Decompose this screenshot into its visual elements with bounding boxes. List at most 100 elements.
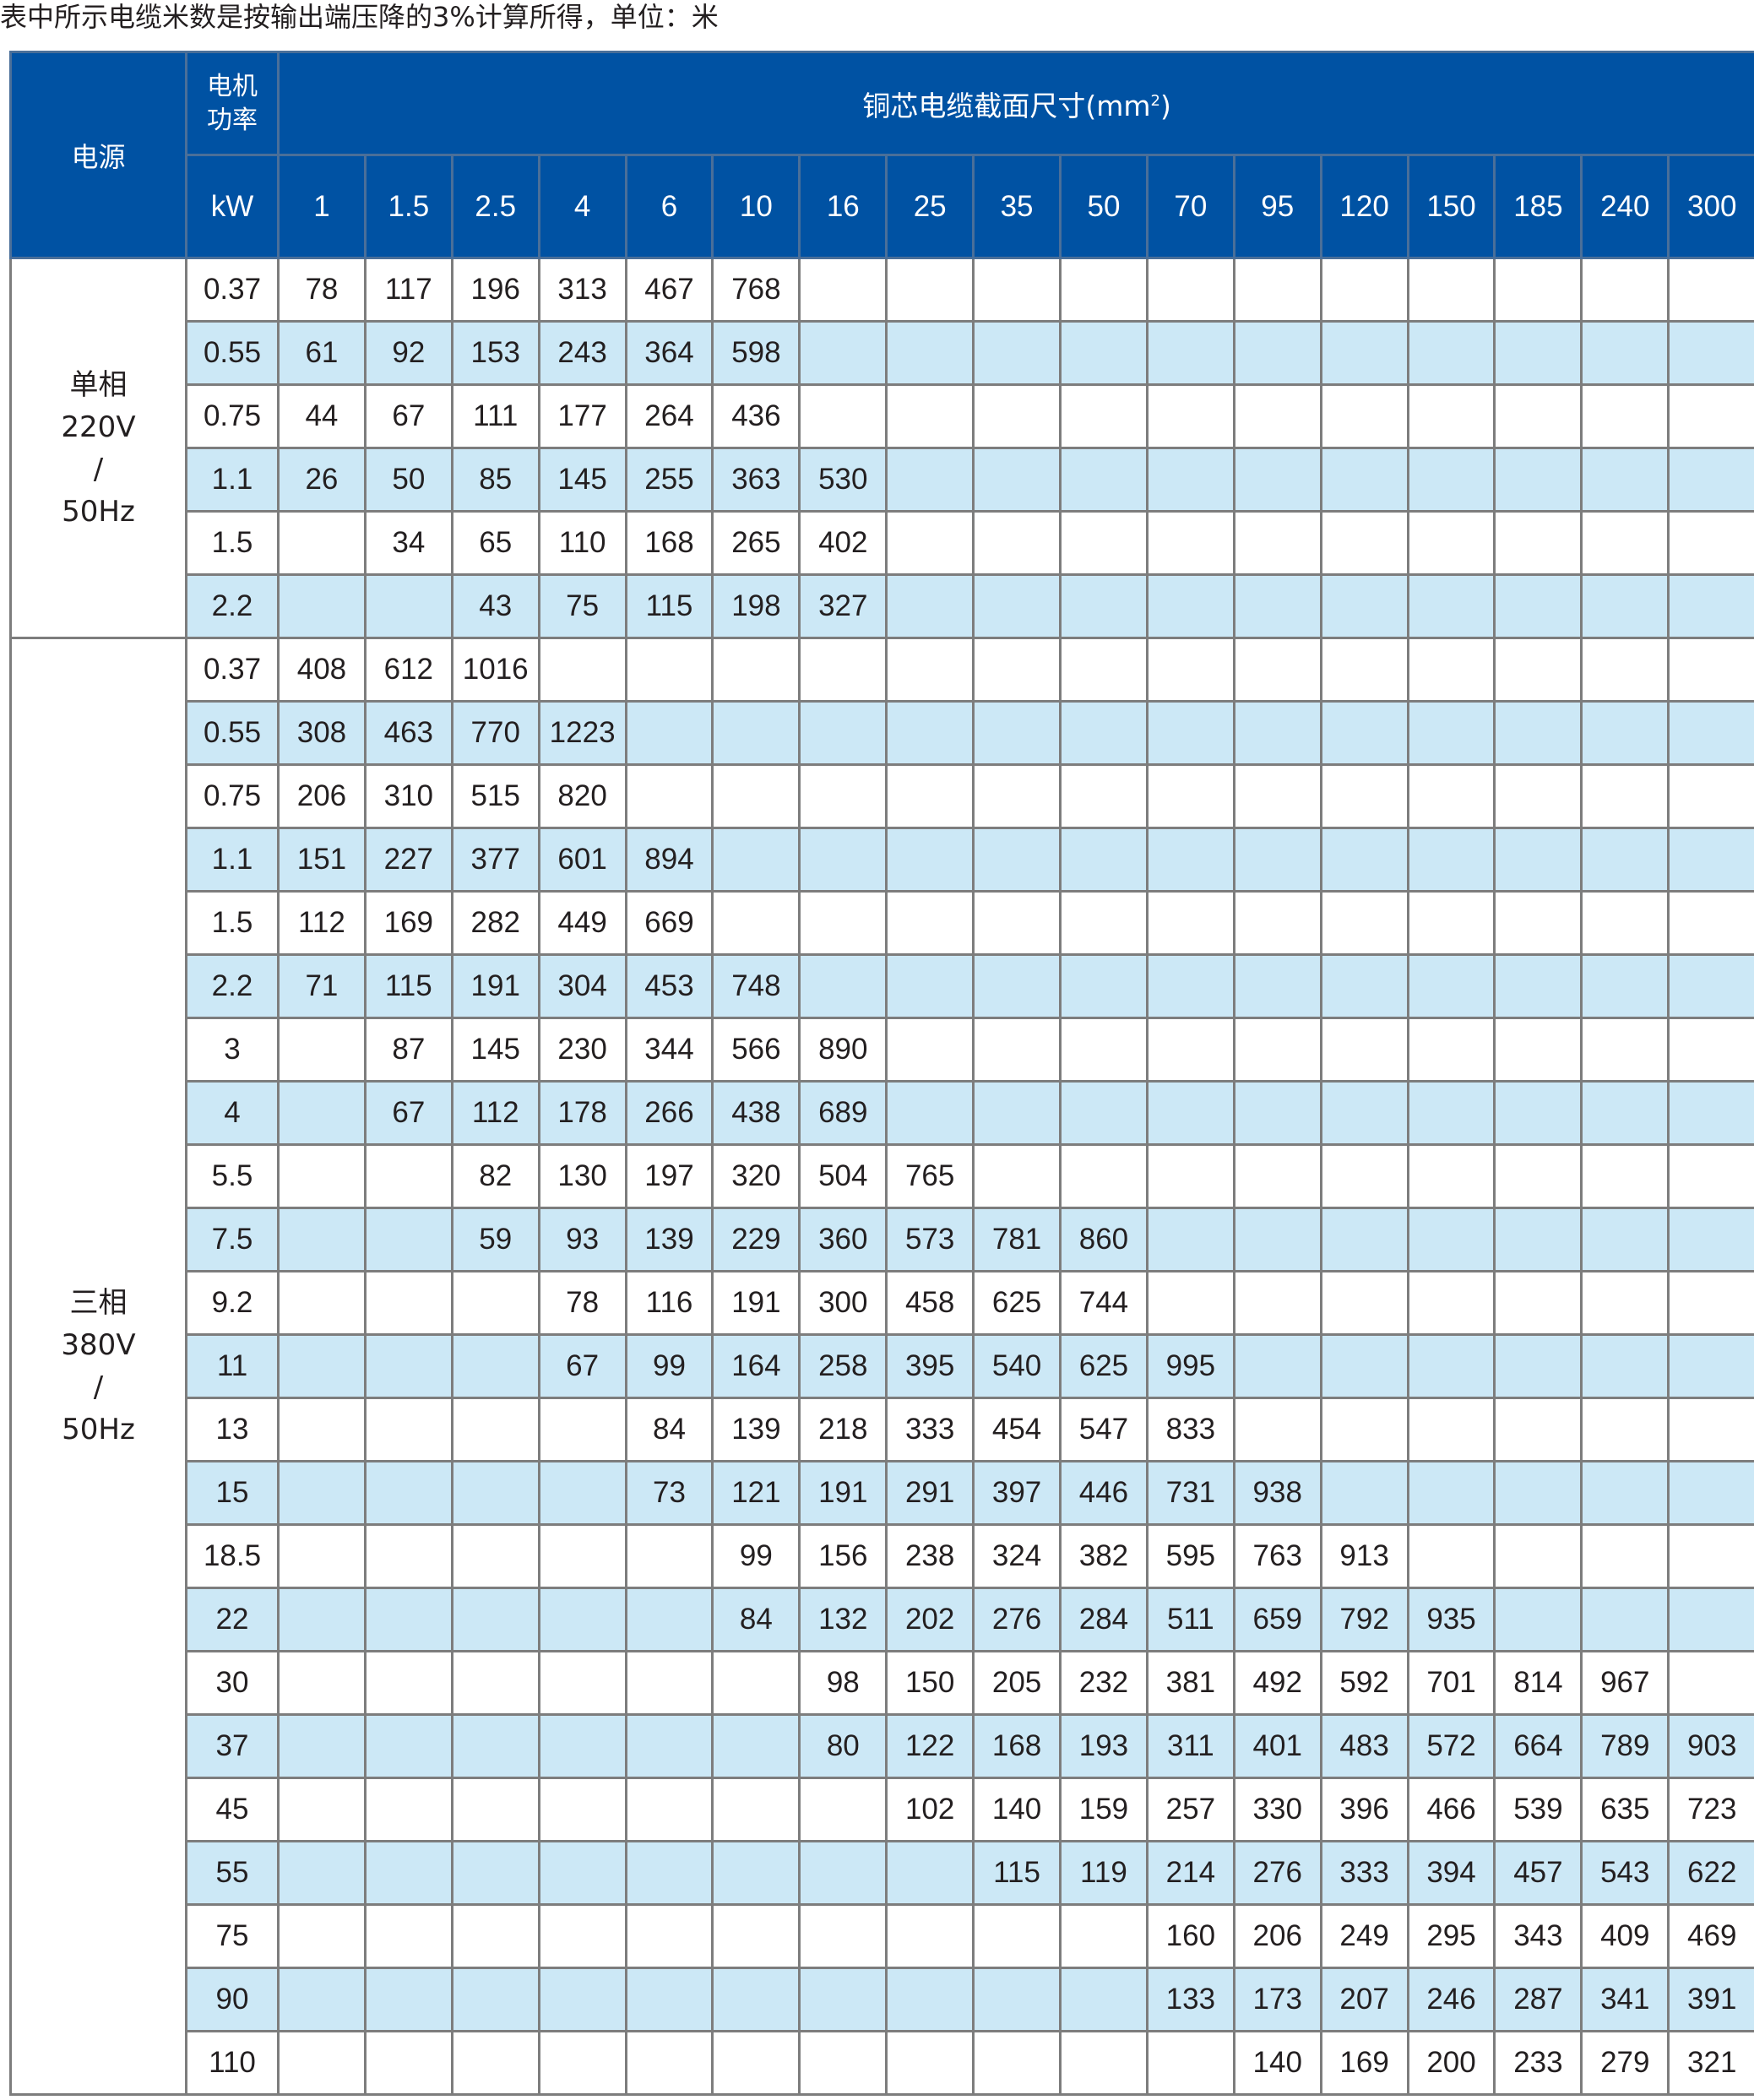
cable-length-cell: 117 [363, 257, 453, 323]
cable-length-cell: 1016 [450, 637, 540, 703]
cable-length-cell: 539 [1493, 1777, 1583, 1842]
cable-length-cell: 511 [1145, 1587, 1235, 1652]
cable-length-cell: 230 [537, 1017, 627, 1083]
cable-length-cell [277, 1713, 367, 1779]
cable-length-cell: 59 [450, 1207, 540, 1272]
power-source-header: 电源 [9, 51, 187, 259]
cable-length-cell [1406, 1207, 1496, 1272]
cable-length-cell: 860 [1059, 1207, 1149, 1272]
cable-length-cell [972, 700, 1062, 766]
cable-length-cell: 82 [450, 1143, 540, 1209]
cable-length-cell: 457 [1493, 1840, 1583, 1906]
cable-length-cell [1059, 1017, 1149, 1083]
size-header: 70 [1145, 154, 1235, 259]
motor-kw-cell: 1.5 [185, 890, 280, 956]
cable-length-cell [1493, 1017, 1583, 1083]
cable-length-cell: 197 [624, 1143, 714, 1209]
cable-length-cell [885, 763, 975, 829]
motor-kw-cell: 5.5 [185, 1143, 280, 1209]
cable-length-cell [798, 1967, 888, 2032]
cable-length-cell: 145 [537, 447, 627, 513]
cable-length-cell: 381 [1145, 1650, 1235, 1716]
cable-length-cell [1406, 1333, 1496, 1399]
cable-length-cell [1406, 257, 1496, 323]
cable-length-cell: 592 [1319, 1650, 1409, 1716]
motor-kw-cell: 18.5 [185, 1523, 280, 1589]
motor-kw-cell: 0.75 [185, 383, 280, 449]
cable-length-cell [1667, 447, 1754, 513]
cable-length-cell [798, 637, 888, 703]
table-row: 3 87 145 230 344 566 890 [11, 1017, 1754, 1083]
cable-length-cell: 515 [450, 763, 540, 829]
cable-length-cell [450, 1903, 540, 1969]
cable-length-cell: 625 [1059, 1333, 1149, 1399]
cable-length-cell [363, 1967, 453, 2032]
motor-kw-cell: 90 [185, 1967, 280, 2032]
cable-length-cell [1580, 1587, 1670, 1652]
cable-length-cell [1145, 383, 1235, 449]
cable-length-cell [1493, 447, 1583, 513]
table-row: 7.5 59 93 139 229 360 573 781 860 [11, 1207, 1754, 1272]
cable-length-cell [1667, 1650, 1754, 1716]
cable-length-cell: 467 [624, 257, 714, 323]
cable-length-cell [798, 827, 888, 893]
size-header: 2.5 [450, 154, 540, 259]
cable-length-cell [1580, 447, 1670, 513]
cable-length-cell [798, 890, 888, 956]
motor-kw-cell: 4 [185, 1080, 280, 1146]
cable-length-cell [1580, 1143, 1670, 1209]
cable-length-cell [450, 1650, 540, 1716]
cable-length-cell [1667, 700, 1754, 766]
cable-length-cell [537, 1587, 627, 1652]
cable-length-cell [1580, 1523, 1670, 1589]
cable-length-cell [1145, 700, 1235, 766]
cable-length-cell: 789 [1580, 1713, 1670, 1779]
cable-length-cell [1580, 1207, 1670, 1272]
cable-length-cell [624, 2030, 714, 2096]
cable-length-cell: 191 [450, 953, 540, 1019]
cable-length-cell: 540 [972, 1333, 1062, 1399]
cable-length-cell [1059, 2030, 1149, 2096]
cable-length-cell [1667, 573, 1754, 639]
size-header: 1.5 [363, 154, 453, 259]
cable-length-cell [798, 1777, 888, 1842]
cable-length-cell: 394 [1406, 1840, 1496, 1906]
cable-length-cell: 206 [277, 763, 367, 829]
cable-length-cell [1319, 637, 1409, 703]
cable-length-cell: 466 [1406, 1777, 1496, 1842]
motor-kw-cell: 11 [185, 1333, 280, 1399]
cable-length-cell [1493, 890, 1583, 956]
cable-length-cell [624, 1523, 714, 1589]
cable-length-cell [1406, 1017, 1496, 1083]
motor-kw-cell: 0.37 [185, 257, 280, 323]
cable-length-cell [450, 1333, 540, 1399]
cable-length-cell: 612 [363, 637, 453, 703]
cable-length-cell: 967 [1580, 1650, 1670, 1716]
cable-length-cell [1232, 257, 1322, 323]
table-row: 45 102 140 159 257 330 396 466 539 635 723 [11, 1777, 1754, 1842]
cable-length-cell [537, 1650, 627, 1716]
table-row: 110 140 169 200 233 279 321 [11, 2030, 1754, 2096]
cable-length-cell: 168 [624, 510, 714, 576]
cable-length-cell [972, 1967, 1062, 2032]
cable-length-cell [885, 447, 975, 513]
cable-length-cell: 543 [1580, 1840, 1670, 1906]
cable-length-cell [363, 573, 453, 639]
cable-length-cell: 214 [1145, 1840, 1235, 1906]
cable-length-cell [1406, 1143, 1496, 1209]
cable-length-cell: 218 [798, 1397, 888, 1462]
cable-length-cell [1580, 573, 1670, 639]
motor-kw-cell: 0.37 [185, 637, 280, 703]
motor-kw-cell: 55 [185, 1840, 280, 1906]
cable-length-cell [885, 1967, 975, 2032]
table-row: 1.5 112 169 282 449 669 [11, 890, 1754, 956]
size-header: 1 [277, 154, 367, 259]
size-header: 240 [1580, 154, 1670, 259]
cable-length-cell [1493, 573, 1583, 639]
cable-length-cell: 130 [537, 1143, 627, 1209]
cable-length-cell [1580, 763, 1670, 829]
cable-length-cell [1580, 1017, 1670, 1083]
cable-length-cell [1493, 320, 1583, 386]
cable-length-cell [1406, 447, 1496, 513]
cable-length-cell [363, 1333, 453, 1399]
